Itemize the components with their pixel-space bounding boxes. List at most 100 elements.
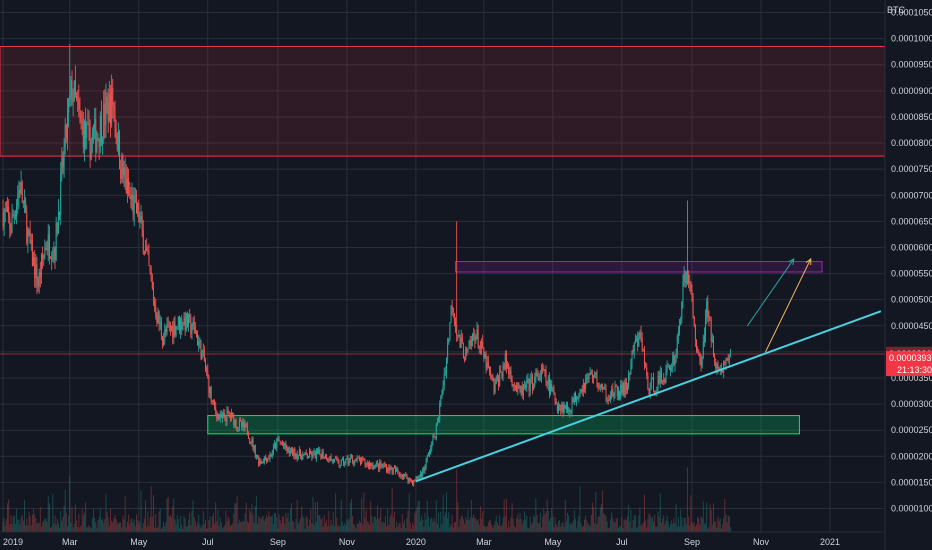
candle-body	[126, 178, 128, 194]
volume-bar	[619, 526, 621, 532]
volume-bar	[164, 526, 166, 532]
candle-body	[666, 366, 668, 369]
candle-body	[270, 455, 272, 457]
volume-bar	[547, 510, 549, 532]
volume-bar	[165, 522, 167, 532]
volume-bar	[76, 520, 78, 532]
volume-bar	[413, 525, 415, 532]
volume-bar	[33, 509, 35, 532]
volume-bar	[261, 516, 263, 532]
volume-bar	[503, 499, 505, 532]
volume-bar	[94, 517, 96, 532]
candle-body	[233, 414, 235, 426]
candle-body	[637, 338, 639, 346]
volume-bar	[398, 522, 400, 532]
candle-body	[212, 400, 214, 402]
candle-body	[107, 102, 109, 122]
volume-bar	[29, 516, 31, 532]
candle-body	[456, 324, 458, 336]
candle-body	[86, 124, 88, 139]
candle-body	[723, 362, 725, 373]
candle-body	[217, 414, 219, 420]
candle-body	[422, 468, 424, 477]
candle-body	[244, 423, 246, 428]
volume-bar	[453, 522, 455, 532]
candle-body	[606, 399, 608, 401]
x-tick-label: Sep	[270, 537, 286, 547]
volume-bar	[476, 520, 478, 532]
candle-body	[115, 128, 117, 136]
candle-body	[419, 473, 421, 476]
volume-bar	[20, 517, 22, 532]
candle-body	[80, 114, 82, 121]
volume-bar	[579, 486, 581, 532]
candle-body	[26, 212, 28, 243]
volume-bar	[52, 493, 54, 532]
x-tick-label: Jul	[202, 537, 214, 547]
candle-body	[17, 196, 19, 206]
candle-body	[605, 389, 607, 400]
volume-bar	[554, 517, 556, 532]
candle-body	[226, 410, 228, 422]
candle-body	[491, 375, 493, 377]
candle-body	[642, 349, 644, 351]
candle-body	[296, 454, 298, 459]
volume-bar	[500, 526, 502, 532]
candle-body	[479, 346, 481, 348]
volume-bar	[493, 524, 495, 532]
candle-body	[700, 360, 702, 366]
candle-body	[442, 385, 444, 393]
volume-bar	[198, 514, 200, 532]
candle-body	[576, 398, 578, 402]
candle-body	[338, 460, 340, 466]
volume-bar	[425, 519, 427, 532]
candle-body	[245, 423, 247, 426]
candle-body	[361, 457, 363, 464]
volume-bar	[527, 527, 529, 532]
candle-body	[246, 425, 248, 435]
volume-bar	[89, 526, 91, 532]
volume-bar	[16, 509, 18, 532]
volume-bar	[465, 517, 467, 532]
candle-body	[621, 384, 623, 393]
volume-bar	[436, 523, 438, 532]
candle-body	[380, 461, 382, 467]
volume-bar	[219, 517, 221, 532]
volume-bar	[430, 518, 432, 532]
volume-bar	[415, 510, 417, 532]
candle-body	[658, 376, 660, 384]
volume-bar	[292, 520, 294, 532]
volume-bar	[504, 515, 506, 532]
volume-bar	[537, 522, 539, 532]
candle-body	[79, 108, 81, 115]
candle-body	[189, 314, 191, 317]
candle-body	[117, 132, 119, 150]
candle-body	[436, 422, 438, 425]
volume-bar	[472, 517, 474, 532]
volume-bar	[443, 516, 445, 532]
candle-body	[96, 138, 98, 152]
volume-bar	[610, 519, 612, 532]
candle-body	[197, 334, 199, 346]
candle-body	[46, 248, 48, 251]
candle-body	[167, 324, 169, 327]
candle-body	[143, 253, 145, 255]
volume-bar	[234, 503, 236, 532]
volume-bar	[272, 524, 274, 532]
candle-body	[18, 189, 20, 197]
volume-bar	[474, 517, 476, 532]
volume-bar	[449, 526, 451, 532]
volume-bar	[485, 526, 487, 532]
candle-body	[221, 414, 223, 418]
time-axis[interactable]: 2019 Mar May Jul Sep Nov 2020 Mar May Jul Sep Nov 20…	[3, 537, 840, 547]
candle-body	[604, 389, 606, 391]
candle-body	[249, 438, 251, 442]
candle-body	[655, 391, 657, 393]
candle-body	[447, 342, 449, 358]
candle-body	[653, 378, 655, 391]
volume-bar	[185, 526, 187, 532]
drawn-zones	[0, 45, 886, 435]
volume-bar	[374, 516, 376, 532]
